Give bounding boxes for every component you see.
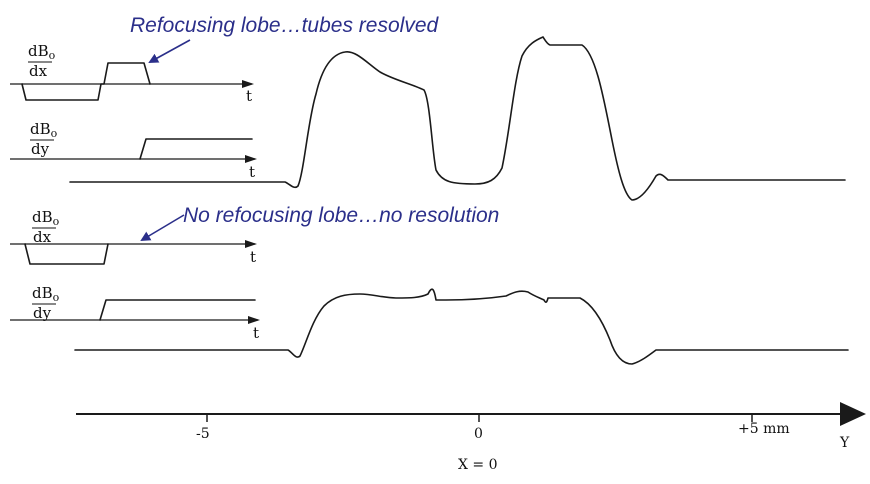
- numerator-text: dB: [32, 208, 53, 226]
- time-label: t: [250, 248, 256, 266]
- tick-label-0: 0: [474, 426, 483, 442]
- gradient-waveform-dy-top: [139, 138, 253, 160]
- time-label: t: [249, 163, 255, 181]
- denominator: dy: [33, 304, 52, 322]
- gradient-waveform-dx-bottom: [24, 243, 109, 265]
- numerator-subscript: o: [53, 291, 60, 304]
- denominator: dy: [31, 140, 50, 158]
- gradient-label-dy-bottom: dBo dy: [32, 284, 60, 322]
- numerator: dBo: [32, 208, 60, 228]
- profile-trace-bottom: [74, 288, 849, 365]
- numerator: dBo: [28, 42, 56, 62]
- time-label: t: [246, 87, 252, 105]
- time-label: t: [253, 324, 259, 342]
- annotation-arrow-top: [148, 39, 191, 63]
- gradient-label-dx-bottom: dBo dx: [32, 208, 60, 246]
- gradient-label-dx-top: dBo dx: [28, 42, 56, 80]
- caption-x-equals-zero: X = 0: [458, 457, 498, 473]
- numerator-subscript: o: [53, 215, 60, 228]
- annotation-no-refocusing-lobe: No refocusing lobe…no resolution: [183, 204, 499, 227]
- annotation-arrow-bottom: [140, 214, 185, 242]
- denominator: dx: [33, 228, 52, 246]
- numerator: dBo: [30, 120, 58, 140]
- tick-label-minus5: -5: [196, 426, 210, 442]
- gradient-label-dy-top: dBo dy: [30, 120, 58, 158]
- annotation-refocusing-lobe: Refocusing lobe…tubes resolved: [130, 14, 440, 37]
- numerator-text: dB: [28, 42, 49, 60]
- numerator-subscript: o: [49, 49, 56, 62]
- profile-trace-top: [69, 36, 846, 201]
- gradient-waveform-dy-bottom: [99, 299, 256, 321]
- numerator-subscript: o: [51, 127, 58, 140]
- numerator-text: dB: [30, 120, 51, 138]
- position-axis-arrowhead: [840, 402, 866, 426]
- axis-label-y: Y: [839, 435, 850, 451]
- numerator: dBo: [32, 284, 60, 304]
- gradient-waveform-dx-top: [21, 62, 151, 101]
- tick-label-plus5: +5 mm: [738, 421, 790, 437]
- numerator-text: dB: [32, 284, 53, 302]
- denominator: dx: [29, 62, 48, 80]
